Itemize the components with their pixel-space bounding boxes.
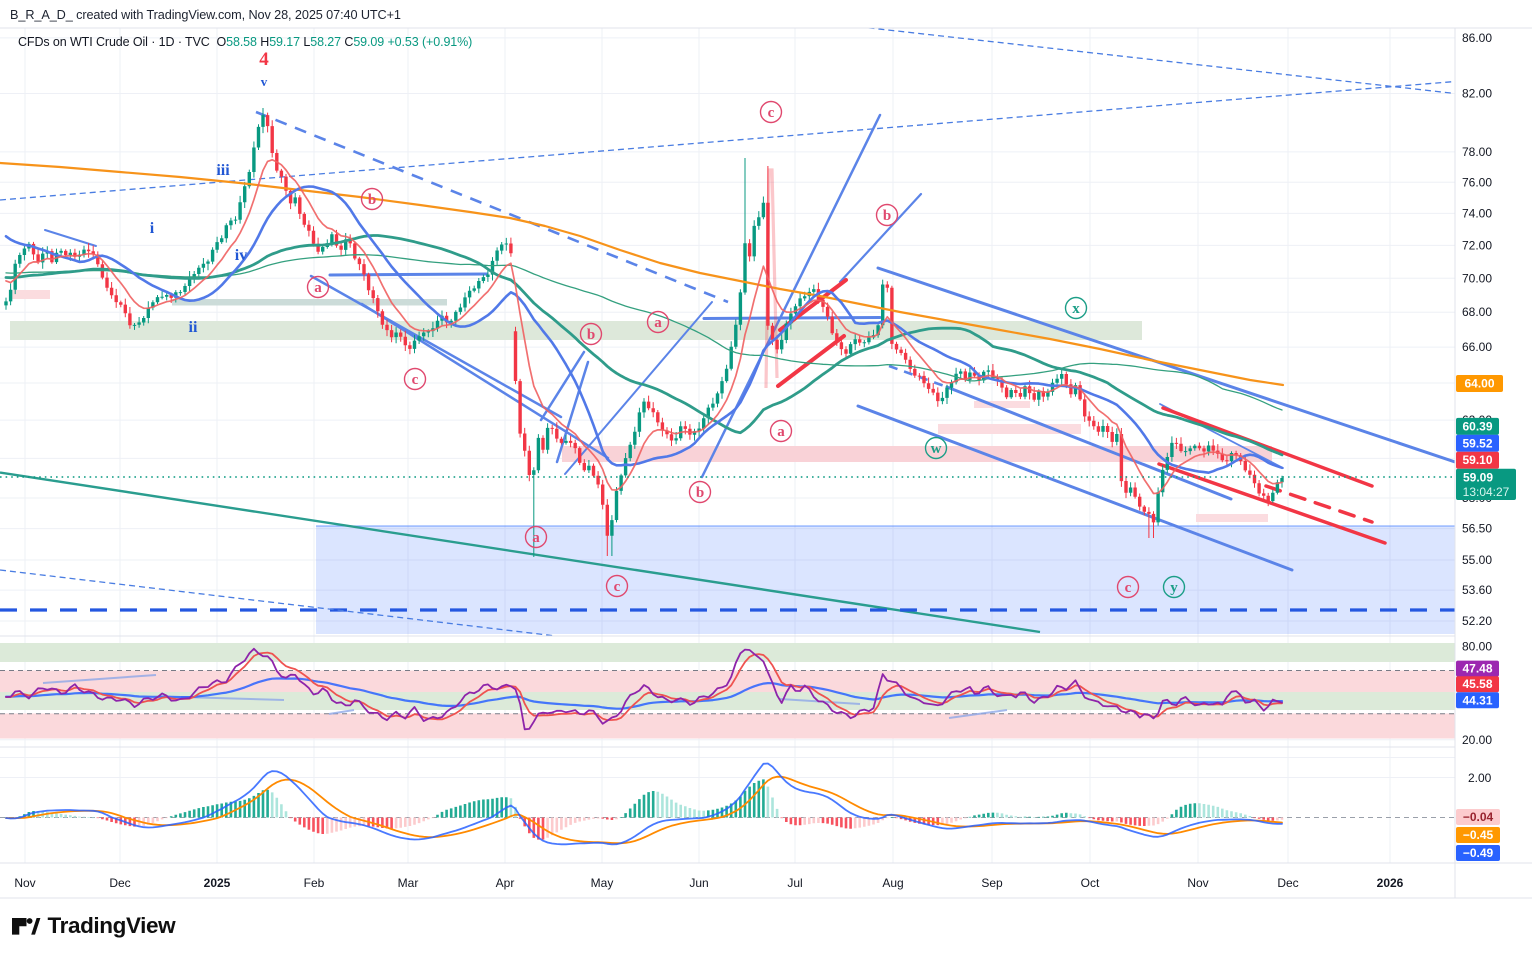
- svg-text:−0.49: −0.49: [1463, 846, 1494, 860]
- svg-text:Feb: Feb: [304, 876, 325, 890]
- svg-text:60.39: 60.39: [1462, 419, 1492, 433]
- svg-text:a: a: [532, 530, 540, 546]
- svg-text:a: a: [314, 280, 322, 296]
- svg-text:−0.04: −0.04: [1463, 810, 1494, 824]
- svg-text:66.00: 66.00: [1462, 340, 1492, 354]
- svg-text:86.00: 86.00: [1462, 31, 1492, 45]
- svg-text:Dec: Dec: [109, 876, 130, 890]
- svg-text:x: x: [1072, 301, 1080, 317]
- svg-text:2025: 2025: [204, 876, 231, 890]
- svg-text:56.50: 56.50: [1462, 522, 1492, 536]
- svg-text:w: w: [931, 441, 942, 457]
- svg-text:82.00: 82.00: [1462, 87, 1492, 101]
- svg-text:68.00: 68.00: [1462, 305, 1492, 319]
- svg-text:4: 4: [259, 49, 269, 70]
- svg-text:45.58: 45.58: [1462, 677, 1492, 691]
- svg-text:Nov: Nov: [1187, 876, 1208, 890]
- svg-text:v: v: [261, 74, 268, 89]
- svg-text:55.00: 55.00: [1462, 553, 1492, 567]
- svg-text:13:04:27: 13:04:27: [1463, 485, 1510, 499]
- svg-text:B_R_A_D_ created with TradingV: B_R_A_D_ created with TradingView.com, N…: [10, 8, 401, 22]
- svg-text:Mar: Mar: [398, 876, 419, 890]
- svg-text:2026: 2026: [1377, 876, 1404, 890]
- svg-text:64.00: 64.00: [1464, 377, 1494, 391]
- svg-text:c: c: [1125, 580, 1132, 596]
- svg-text:May: May: [591, 876, 614, 890]
- svg-text:−0.45: −0.45: [1463, 828, 1494, 842]
- svg-text:72.00: 72.00: [1462, 238, 1492, 252]
- svg-text:Apr: Apr: [496, 876, 515, 890]
- svg-text:59.52: 59.52: [1462, 436, 1492, 450]
- svg-text:59.09: 59.09: [1463, 471, 1493, 485]
- svg-text:b: b: [696, 485, 704, 501]
- svg-text:y: y: [1170, 580, 1178, 596]
- svg-text:CFDs on WTI Crude Oil · 1D · T: CFDs on WTI Crude Oil · 1D · TVC O58.58 …: [18, 35, 472, 49]
- svg-text:76.00: 76.00: [1462, 175, 1492, 189]
- svg-text:70.00: 70.00: [1462, 271, 1492, 285]
- svg-text:Nov: Nov: [14, 876, 35, 890]
- svg-text:20.00: 20.00: [1462, 733, 1492, 747]
- svg-text:2.00: 2.00: [1468, 771, 1492, 785]
- svg-text:c: c: [614, 579, 621, 595]
- svg-text:44.31: 44.31: [1462, 693, 1492, 707]
- svg-text:b: b: [368, 192, 376, 208]
- svg-text:Jun: Jun: [689, 876, 708, 890]
- svg-text:iv: iv: [235, 247, 247, 264]
- svg-text:Aug: Aug: [882, 876, 903, 890]
- svg-text:80.00: 80.00: [1462, 640, 1492, 654]
- svg-text:TradingView: TradingView: [48, 913, 177, 938]
- svg-text:Jul: Jul: [787, 876, 802, 890]
- svg-text:a: a: [777, 424, 785, 440]
- svg-text:53.60: 53.60: [1462, 583, 1492, 597]
- svg-text:47.48: 47.48: [1462, 662, 1492, 676]
- svg-text:c: c: [768, 105, 775, 121]
- svg-text:i: i: [150, 220, 155, 237]
- svg-text:iii: iii: [216, 162, 230, 179]
- svg-text:a: a: [654, 315, 662, 331]
- svg-text:78.00: 78.00: [1462, 145, 1492, 159]
- svg-text:74.00: 74.00: [1462, 206, 1492, 220]
- svg-text:52.20: 52.20: [1462, 614, 1492, 628]
- svg-text:59.10: 59.10: [1462, 453, 1492, 467]
- svg-text:Dec: Dec: [1277, 876, 1298, 890]
- svg-text:b: b: [883, 208, 891, 224]
- svg-text:c: c: [412, 372, 419, 388]
- svg-text:Oct: Oct: [1081, 876, 1100, 890]
- svg-text:ii: ii: [189, 319, 198, 336]
- svg-text:b: b: [587, 327, 595, 343]
- svg-text:Sep: Sep: [981, 876, 1003, 890]
